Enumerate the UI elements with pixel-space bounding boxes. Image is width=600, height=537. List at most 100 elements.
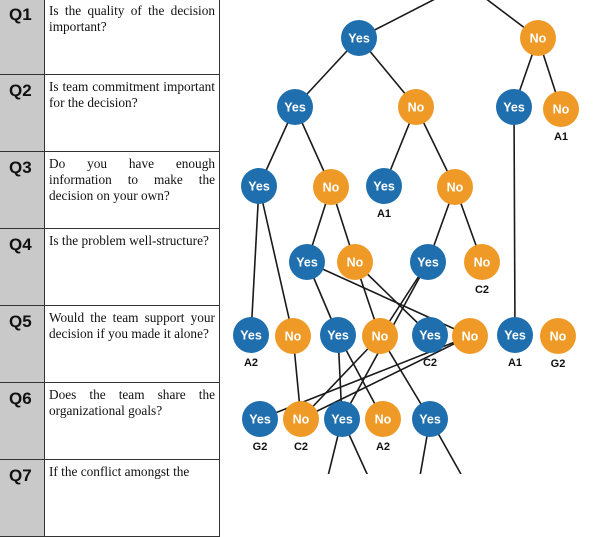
- outcome-label: A1: [554, 131, 568, 143]
- question-row-q2: Q2 Is team commitment important for the …: [0, 75, 220, 152]
- no-node-label: No: [550, 330, 567, 344]
- no-node-circle: [437, 169, 473, 205]
- question-row-q3: Q3 Do you have enough information to mak…: [0, 152, 220, 229]
- yes-node-circle: [341, 20, 377, 56]
- yes-node-circle: [366, 168, 402, 204]
- yes-node: Yes: [324, 401, 360, 437]
- yes-node-circle: [241, 168, 277, 204]
- questions-table: Q1 Is the quality of the decision import…: [0, 0, 220, 537]
- question-row-q5: Q5 Would the team support your decision …: [0, 306, 220, 383]
- outcome-label: A2: [376, 441, 390, 453]
- yes-node-label: Yes: [503, 101, 525, 115]
- yes-node-circle: [277, 89, 313, 125]
- no-node: No: [452, 318, 488, 354]
- no-node-circle: [464, 244, 500, 280]
- yes-node-circle: [320, 317, 356, 353]
- tree-edge: [300, 335, 471, 420]
- yes-node-circle: [497, 317, 533, 353]
- no-node-label: No: [530, 32, 547, 46]
- question-text-q5: Would the team support your decision if …: [49, 310, 215, 341]
- tree-nodes: Yes No Yes No Yes No A1 Yes No Yes A1 No Yes No Yes No C…: [233, 20, 579, 453]
- yes-node-circle: [289, 244, 325, 280]
- question-number-q1: Q1: [0, 0, 45, 74]
- yes-node-label: Yes: [504, 329, 526, 343]
- question-number-q6: Q6: [0, 383, 45, 459]
- question-text-q4: Is the problem well-structure?: [49, 233, 209, 248]
- no-node: No A1: [543, 91, 579, 143]
- yes-node: Yes: [241, 168, 277, 204]
- yes-node-circle: [324, 401, 360, 437]
- yes-node-label: Yes: [419, 413, 441, 427]
- no-node: No: [520, 20, 556, 56]
- no-node: No C2: [283, 401, 319, 453]
- yes-node: Yes: [341, 20, 377, 56]
- outcome-label: A1: [377, 208, 391, 220]
- question-row-q4: Q4 Is the problem well-structure?: [0, 229, 220, 306]
- question-text-q1: Is the quality of the decision important…: [49, 3, 215, 34]
- question-number-q3: Q3: [0, 152, 45, 228]
- no-node-circle: [398, 89, 434, 125]
- no-node: No: [398, 89, 434, 125]
- no-node-label: No: [447, 181, 464, 195]
- yes-node-label: Yes: [331, 413, 353, 427]
- no-node-circle: [543, 91, 579, 127]
- question-text-q3: Do you have enough information to make t…: [49, 156, 215, 203]
- no-node-circle: [520, 20, 556, 56]
- yes-node-circle: [233, 317, 269, 353]
- question-text-q2: Is team commitment important for the dec…: [49, 79, 215, 110]
- yes-node-label: Yes: [248, 180, 270, 194]
- yes-node-label: Yes: [284, 101, 306, 115]
- question-text-q6: Does the team share the organizational g…: [49, 387, 215, 418]
- no-node-label: No: [375, 413, 392, 427]
- no-node-label: No: [408, 101, 425, 115]
- yes-node-label: Yes: [419, 329, 441, 343]
- outcome-label: C2: [475, 284, 489, 296]
- yes-node-label: Yes: [373, 180, 395, 194]
- no-node-circle: [452, 318, 488, 354]
- no-node: No: [275, 318, 311, 354]
- yes-node-label: Yes: [348, 32, 370, 46]
- question-row-q6: Q6 Does the team share the organizationa…: [0, 383, 220, 460]
- no-node-circle: [365, 401, 401, 437]
- yes-node: Yes G2: [242, 401, 278, 453]
- yes-node-label: Yes: [249, 413, 271, 427]
- no-node-circle: [275, 318, 311, 354]
- no-node-circle: [313, 169, 349, 205]
- yes-node: Yes A2: [233, 317, 269, 369]
- no-node-label: No: [462, 330, 479, 344]
- no-node-label: No: [372, 330, 389, 344]
- yes-node: Yes A1: [497, 317, 533, 369]
- no-node: No: [337, 244, 373, 280]
- no-node-circle: [540, 318, 576, 354]
- yes-node: Yes: [496, 89, 532, 125]
- yes-node-circle: [242, 401, 278, 437]
- outcome-label: G2: [253, 441, 268, 453]
- outcome-label: C2: [294, 441, 308, 453]
- yes-node: Yes: [289, 244, 325, 280]
- yes-node-label: Yes: [417, 256, 439, 270]
- yes-node: Yes A1: [366, 168, 402, 220]
- outcome-label: A2: [244, 357, 258, 369]
- no-node-circle: [362, 318, 398, 354]
- question-number-q2: Q2: [0, 75, 45, 151]
- yes-node: Yes: [320, 317, 356, 353]
- yes-node: Yes C2: [412, 317, 448, 369]
- no-node-circle: [337, 244, 373, 280]
- decision-tree: Yes No Yes No Yes No A1 Yes No Yes A1 No Yes No Yes No C…: [233, 0, 579, 474]
- yes-node: Yes: [412, 401, 448, 437]
- no-node-label: No: [474, 256, 491, 270]
- question-row-q1: Q1 Is the quality of the decision import…: [0, 0, 220, 75]
- tree-edge: [250, 185, 260, 336]
- no-node-label: No: [323, 181, 340, 195]
- no-node-label: No: [553, 103, 570, 117]
- yes-node-circle: [412, 401, 448, 437]
- question-number-q4: Q4: [0, 229, 45, 305]
- yes-node-label: Yes: [240, 329, 262, 343]
- no-node-label: No: [285, 330, 302, 344]
- tree-edge: [513, 106, 516, 336]
- yes-node-label: Yes: [327, 329, 349, 343]
- no-node: No A2: [365, 401, 401, 453]
- no-node-circle: [283, 401, 319, 437]
- tree-edge: [258, 185, 294, 337]
- no-node-label: No: [347, 256, 364, 270]
